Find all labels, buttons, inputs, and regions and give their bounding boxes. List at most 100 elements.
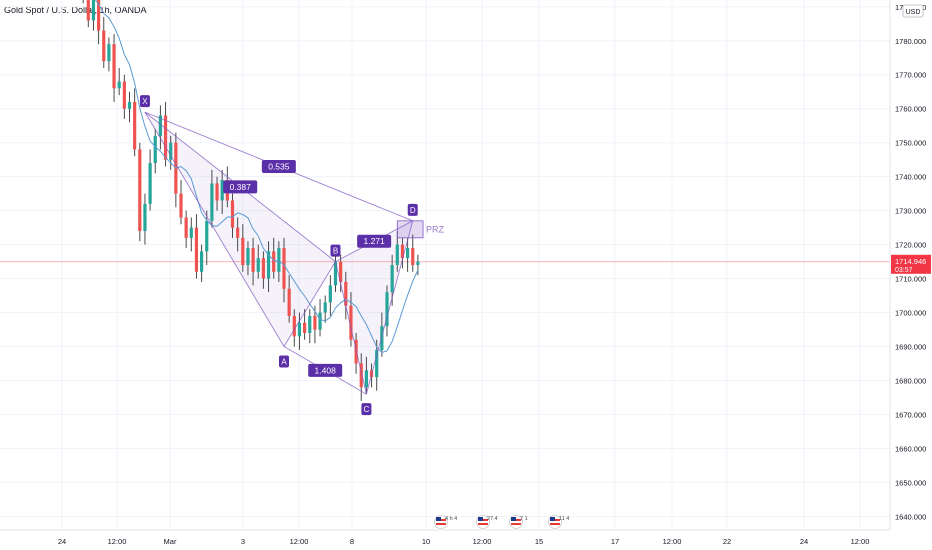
time-axis-bg	[0, 530, 890, 550]
time-tick-label: 17	[611, 537, 619, 546]
time-tick-label: 24	[800, 537, 808, 546]
time-tick-label: 12:00	[851, 537, 870, 546]
flag-canton	[511, 517, 516, 521]
candle-body	[148, 163, 152, 204]
candle-body	[344, 281, 348, 306]
price-tick-label: 1700.000	[895, 309, 926, 318]
candle-body	[287, 288, 291, 316]
flag-stripe	[511, 523, 521, 525]
currency-badge[interactable]	[902, 4, 924, 18]
candle-body	[153, 135, 157, 164]
candle-body	[256, 258, 260, 272]
event-markers[interactable]: 4 h 4 27.4 7 1 11 4	[434, 515, 570, 529]
candle-body	[406, 248, 410, 259]
price-tick-label: 1770.000	[895, 71, 926, 80]
flag-canton	[478, 517, 483, 521]
time-tick-label: 10	[422, 537, 430, 546]
candle-body	[328, 285, 332, 303]
time-tick-label: 12:00	[663, 537, 682, 546]
flag-stripe	[478, 523, 488, 525]
price-tick-label: 1760.000	[895, 105, 926, 114]
event-label: 7 1	[520, 516, 528, 522]
candle-body	[112, 44, 116, 89]
candle-body	[416, 261, 420, 265]
price-tick-label: 1660.000	[895, 444, 926, 453]
candle-body	[91, 0, 96, 21]
candle-body	[292, 315, 296, 337]
ratio-label-bg[interactable]	[308, 363, 343, 377]
pattern-point-label: D	[410, 206, 416, 215]
ratio-label-bg[interactable]	[357, 234, 392, 248]
pattern-leg-xa	[144, 111, 285, 347]
candle-body	[133, 101, 137, 150]
price-tick-label: 1740.000	[895, 173, 926, 182]
candle-body	[169, 142, 173, 160]
symbol-legend[interactable]: Gold Spot / U.S. Dollar, 1h, OANDA	[4, 5, 147, 15]
pattern-triangle-xab	[144, 112, 336, 347]
time-tick-label: 3	[241, 537, 245, 546]
candle-body	[241, 237, 245, 265]
ratio-label: 0.387	[230, 182, 252, 192]
price-axis-bg	[890, 0, 932, 550]
currency-label: USD	[906, 9, 921, 16]
last-price-tag[interactable]	[891, 254, 931, 274]
candle-body	[395, 244, 399, 265]
price-tick-label: 1730.000	[895, 207, 926, 216]
candle-body	[158, 115, 162, 136]
candle-body	[189, 227, 193, 238]
event-label: 4 h 4	[445, 516, 457, 522]
time-tick-label: 15	[535, 537, 543, 546]
candles	[82, 0, 420, 401]
time-tick-label: 12:00	[108, 537, 127, 546]
candle-body	[272, 251, 276, 272]
candle-body	[333, 261, 338, 286]
price-axis[interactable]: 1790.0001780.0001770.0001760.0001750.000…	[889, 0, 932, 550]
candle-body	[411, 248, 415, 265]
flag-stripe	[436, 523, 446, 525]
pattern-point-d[interactable]	[407, 203, 418, 216]
candle-body	[215, 183, 219, 201]
candle-body	[400, 244, 405, 259]
candle-body	[163, 115, 168, 160]
candle-body	[318, 312, 322, 330]
pattern-point-x[interactable]	[139, 95, 150, 108]
flag-canton	[436, 517, 441, 521]
ratio-label-bg[interactable]	[223, 180, 258, 194]
candle-body	[297, 322, 302, 337]
pattern-labels[interactable]: PRZ X A B C D 0.535 0.387 1.408 1.271	[139, 95, 445, 416]
candle-body	[236, 227, 240, 238]
pattern-point-label: X	[142, 97, 148, 106]
event-label: 11 4	[559, 516, 569, 522]
candle-body	[97, 0, 101, 31]
candle-countdown: 03:57	[895, 267, 913, 274]
ratio-label: 1.408	[315, 365, 337, 375]
pattern-point-c[interactable]	[361, 403, 372, 416]
price-tick-label: 1650.000	[895, 478, 926, 487]
time-tick-label: 8	[350, 537, 354, 546]
pattern-point-label: B	[333, 247, 338, 256]
pattern-leg-bc	[335, 261, 367, 395]
grid	[0, 0, 890, 530]
pattern-leg-ab	[283, 261, 336, 347]
price-tick-label: 1690.000	[895, 343, 926, 352]
candle-body	[282, 248, 286, 289]
pattern-fill	[144, 112, 413, 395]
candle-body	[210, 183, 214, 221]
candle-body	[102, 30, 106, 62]
time-axis[interactable]: 24 12:00 Mar 3 12:00 8 10 12:00 15 17 12:00 22 24 12:…	[0, 529, 890, 550]
candle-body	[107, 44, 111, 62]
candle-body	[277, 248, 281, 272]
candle-body	[349, 305, 353, 340]
candle-body	[308, 315, 312, 333]
candle-body	[127, 101, 132, 109]
pattern-point-a[interactable]	[279, 355, 289, 368]
ratio-label-bg[interactable]	[261, 159, 296, 173]
candle-body	[220, 180, 224, 201]
candle-body	[359, 363, 363, 388]
candle-body	[184, 217, 188, 238]
price-tick-label: 1680.000	[895, 377, 926, 386]
pattern-point-b[interactable]	[330, 244, 341, 257]
candle-body	[251, 248, 255, 272]
pattern-leg-cd	[365, 220, 414, 395]
